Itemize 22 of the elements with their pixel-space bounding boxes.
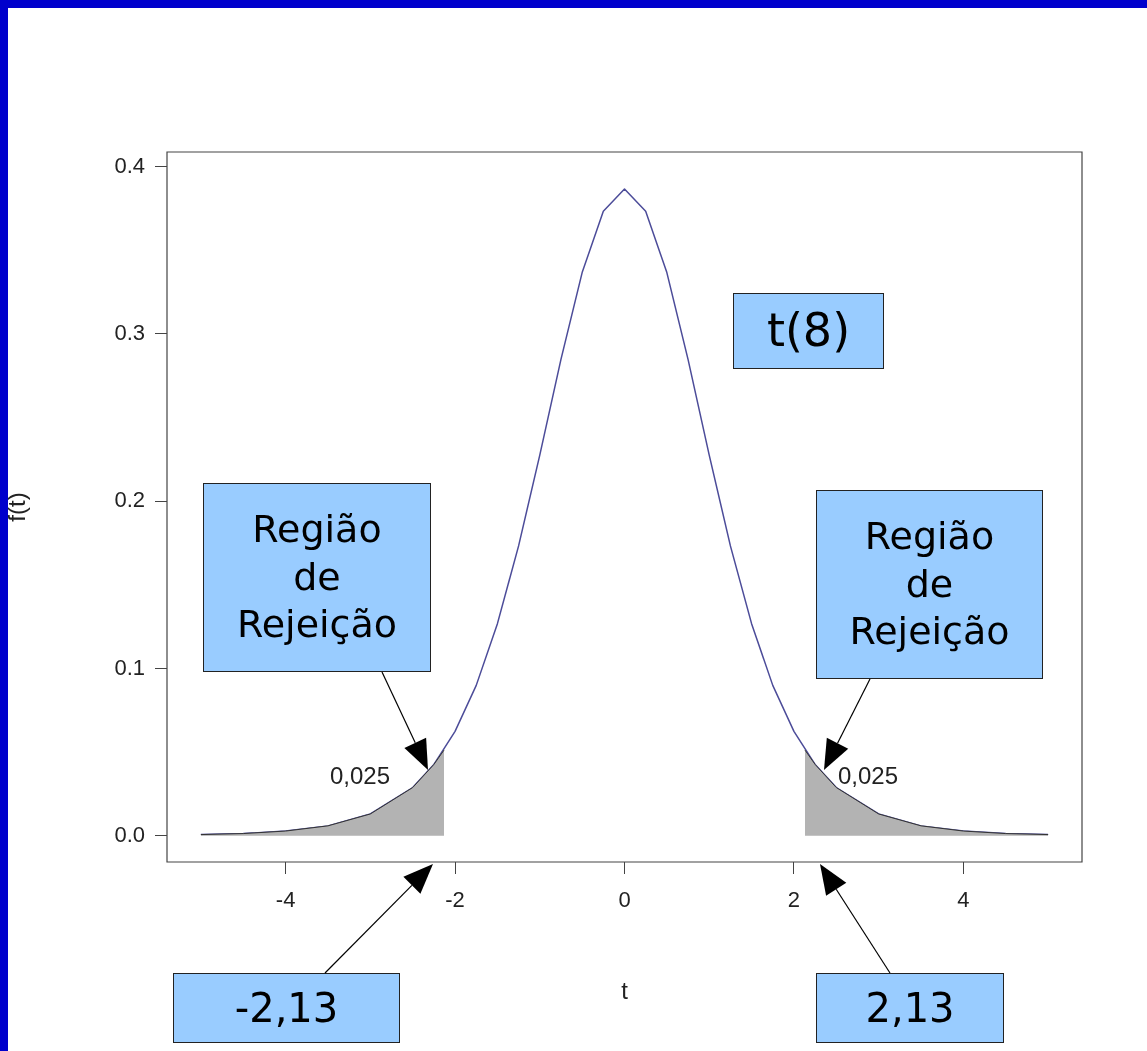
annotation: 0,025 xyxy=(330,762,391,790)
y-tick-label: 0.2 xyxy=(114,487,145,513)
label-box: Região de Rejeição xyxy=(203,483,431,672)
annotation: t(8) xyxy=(766,302,851,360)
y-tick-label: 0.4 xyxy=(114,152,145,178)
annotation: Região de Rejeição xyxy=(848,513,1011,656)
x-tick-label: -2 xyxy=(445,887,465,913)
x-axis-title: t xyxy=(621,977,629,1005)
label-box: -2,13 xyxy=(173,973,400,1043)
x-tick-label: 4 xyxy=(957,887,970,913)
x-tick-label: 2 xyxy=(787,887,801,913)
x-tick-label: 0 xyxy=(618,887,631,913)
y-tick-label: 0.3 xyxy=(114,320,145,346)
annotation: 0,025 xyxy=(838,762,899,790)
label-box: 2,13 xyxy=(816,973,1004,1043)
x-tick-label: -4 xyxy=(275,887,296,913)
label-box: Região de Rejeição xyxy=(816,490,1043,679)
y-axis-title: f(t) xyxy=(3,492,31,522)
y-tick-label: 0.0 xyxy=(114,821,145,847)
annotation: Região de Rejeição xyxy=(236,506,398,649)
label-box: t(8) xyxy=(733,293,884,369)
y-tick-label: 0.1 xyxy=(114,654,145,680)
